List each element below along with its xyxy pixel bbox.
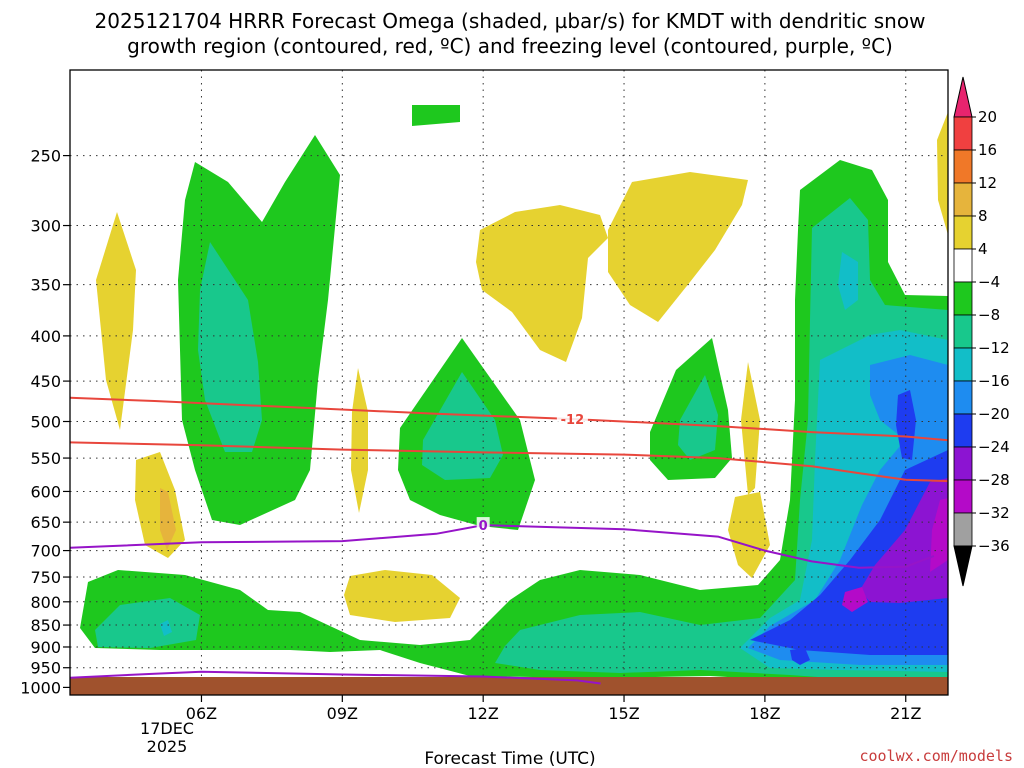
colorbar-bottom-arrow [953,545,973,587]
omega-negative-area [896,390,916,460]
colorbar-segment [953,182,973,217]
y-tick-label: 1000 [20,678,61,697]
colorbar-label: −16 [978,372,1010,390]
contour-label-bg [476,517,490,533]
colorbar-label: 8 [978,207,988,225]
colorbar-label: 12 [978,174,997,192]
date-label-year: 2025 [147,737,188,756]
x-tick-label: 21Z [890,704,921,723]
colorbar-segment [953,149,973,184]
ground-terrain [70,677,948,695]
y-tick-label: 450 [30,372,61,391]
y-tick-label: 550 [30,449,61,468]
y-tick-label: 500 [30,413,61,432]
omega-negative-area [930,498,948,572]
plot-frame [69,69,949,696]
colorbar-top-arrow [953,76,973,118]
y-tick-label: 700 [30,542,61,561]
colorbar-label: −36 [978,537,1010,555]
date-label-day: 17DEC [140,719,194,738]
omega-positive-area [937,112,948,235]
omega-positive-area [344,570,460,622]
omega-negative-area [842,587,868,612]
omega-shading [80,105,948,685]
colorbar-segment [953,281,973,316]
credit-text: coolwx.com/models [859,747,1013,765]
time-axis: 06Z 09Z 12Z 15Z 18Z 21Z [186,695,921,723]
x-tick-label: 09Z [327,704,358,723]
colorbar-segment [953,215,973,250]
y-tick-label: 250 [30,147,61,166]
colorbar-label: −24 [978,438,1010,456]
omega-negative-area [95,598,200,648]
omega-negative-area [678,375,718,460]
chart-title-line1: 2025121704 HRRR Forecast Omega (shaded, … [95,9,926,33]
colorbar-segment [953,446,973,481]
colorbar-label: 4 [978,240,988,258]
y-tick-label: 650 [30,513,61,532]
colorbar-segment [953,347,973,382]
colorbar-segment [953,512,973,547]
chart-title-line2: growth region (contoured, red, ºC) and f… [127,34,893,58]
colorbar-label: −32 [978,504,1010,522]
contour-lines: -12 0 [70,396,948,685]
contour-label: 0 [479,519,488,534]
omega-positive-area [728,492,770,578]
colorbar-label: −20 [978,405,1010,423]
y-tick-label: 400 [30,327,61,346]
colorbar: 20 16 12 8 4 −4 −8 −12 −16 −20 −24 −28 −32 −36 [953,76,1010,587]
colorbar-label: −8 [978,306,1000,324]
y-tick-label: 950 [30,659,61,678]
contour-label-bg [556,411,588,427]
colorbar-label: 16 [978,141,997,159]
y-tick-label: 750 [30,568,61,587]
omega-negative-area [838,252,858,310]
omega-negative-area [750,450,948,655]
y-tick-label: 850 [30,616,61,635]
y-tick-label: 800 [30,593,61,612]
omega-positive-area [476,205,608,362]
contour-line [70,441,948,483]
pressure-axis: 250 300 350 400 450 500 550 600 650 700 750 800 850 9… [20,147,70,697]
y-tick-label: 900 [30,638,61,657]
colorbar-label: −28 [978,471,1010,489]
colorbar-segment [953,380,973,415]
colorbar-segment [953,248,973,283]
omega-negative-area [198,242,262,452]
x-tick-label: 12Z [468,704,499,723]
colorbar-segment [953,314,973,349]
y-tick-label: 600 [30,482,61,501]
y-tick-label: 350 [30,276,61,295]
plot-area: -12 0 [70,70,948,695]
colorbar-label: 20 [978,108,997,126]
colorbar-segment [953,413,973,448]
omega-positive-area [160,488,176,550]
omega-negative-area [790,648,810,665]
contour-line [70,524,935,569]
colorbar-label: −12 [978,339,1010,357]
colorbar-segment [953,116,973,151]
x-tick-label: 18Z [749,704,780,723]
omega-negative-area [412,105,460,126]
gridlines [70,70,948,695]
y-tick-label: 300 [30,217,61,236]
x-tick-label: 06Z [186,704,217,723]
contour-line [70,670,601,685]
colorbar-label: −4 [978,273,1000,291]
omega-positive-area [96,212,136,430]
x-axis-label: Forecast Time (UTC) [424,749,595,768]
contour-label: -12 [561,413,585,428]
omega-positive-area [351,368,368,513]
omega-negative-area [160,620,172,636]
omega-negative-area [860,478,948,603]
colorbar-segment [953,479,973,514]
x-tick-label: 15Z [608,704,639,723]
